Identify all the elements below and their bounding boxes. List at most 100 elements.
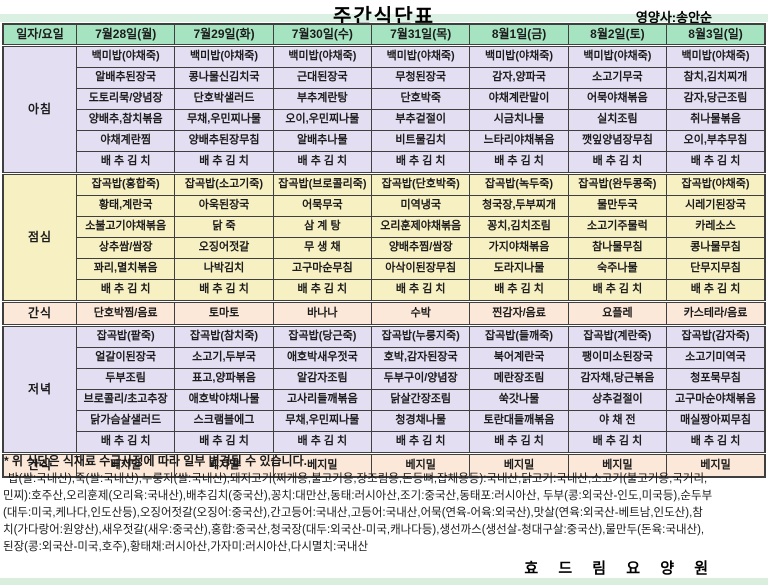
menu-cell: 잡곡밥(당근죽)	[272, 324, 373, 348]
menu-cell: 단호박죽	[371, 88, 471, 110]
menu-cell: 나박김치	[174, 258, 274, 280]
menu-cell: 잡곡밥(홍합죽)	[75, 172, 176, 196]
menu-cell: 잡곡밥(소고기죽)	[174, 172, 274, 196]
menu-cell: 양배추된장무침	[174, 130, 274, 152]
menu-cell: 어묵무국	[272, 195, 373, 217]
menu-cell: 배 추 김 치	[272, 431, 373, 454]
menu-cell: 카레소스	[666, 216, 766, 238]
menu-cell: 베지밀	[666, 452, 766, 478]
menu-cell: 감자,당근조림	[666, 88, 766, 110]
menu-cell: 표고,양파볶음	[174, 368, 274, 390]
menu-cell: 물만두국	[567, 195, 668, 217]
menu-cell: 배 추 김 치	[469, 279, 569, 302]
menu-cell: 토마토	[174, 300, 274, 326]
origin-line: 된장(콩:외국산-미국,호주),황태채:러시아산,가자미:러시아산,다시멸치:국…	[3, 541, 369, 553]
day-header-cell-3: 7월31일(목)	[371, 23, 471, 46]
menu-cell: 양배추,참치볶음	[75, 109, 176, 131]
menu-cell: 베지밀	[371, 452, 471, 478]
menu-cell: 콩나물신김치국	[174, 67, 274, 89]
menu-cell: 배 추 김 치	[469, 151, 569, 174]
menu-cell: 청포묵무침	[666, 368, 766, 390]
menu-cell: 잡곡밥(단호박죽)	[371, 172, 471, 196]
menu-cell: 바나나	[272, 300, 373, 326]
menu-cell: 배 추 김 치	[567, 279, 668, 302]
menu-cell: 배 추 김 치	[174, 279, 274, 302]
menu-cell: 아삭이된장무침	[371, 258, 471, 280]
menu-cell: 잡곡밥(브로콜리죽)	[272, 172, 373, 196]
menu-cell: 부추겉절이	[371, 109, 471, 131]
menu-cell: 배 추 김 치	[75, 431, 176, 454]
menu-cell: 느타리야채볶음	[469, 130, 569, 152]
menu-cell: 백미밥(야채죽)	[75, 44, 176, 68]
menu-cell: 메란장조림	[469, 368, 569, 390]
top-green-band	[0, 14, 768, 22]
menu-cell: 배 추 김 치	[567, 151, 668, 174]
menu-cell: 알감자조림	[272, 368, 373, 390]
menu-cell: 도라지나물	[469, 258, 569, 280]
menu-cell: 배 추 김 치	[75, 151, 176, 174]
menu-cell: 고구마순야채볶음	[666, 389, 766, 411]
menu-cell: 비트물김치	[371, 130, 471, 152]
menu-cell: 백미밥(야채죽)	[666, 44, 766, 68]
menu-cell: 백미밥(야채죽)	[272, 44, 373, 68]
menu-cell: 베지밀	[174, 452, 274, 478]
menu-cell: 어묵야채볶음	[567, 88, 668, 110]
menu-cell: 근대된장국	[272, 67, 373, 89]
menu-cell: 야 채 전	[567, 410, 668, 432]
menu-cell: 무 생 채	[272, 237, 373, 259]
menu-cell: 두부조림	[75, 368, 176, 390]
section-label-snack-evening: 간식	[2, 452, 77, 478]
menu-cell: 애호박새우젓국	[272, 347, 373, 369]
menu-cell: 시레기된장국	[666, 195, 766, 217]
section-label-breakfast: 아침	[2, 44, 77, 174]
menu-cell: 단무지무침	[666, 258, 766, 280]
menu-cell: 오이,우민찌나물	[272, 109, 373, 131]
menu-cell: 단호박샐러드	[174, 88, 274, 110]
menu-change-note: * 위 식단은 식재료 수급사정에 따라 일부 변경될 수 있습니다.	[4, 454, 307, 468]
menu-cell: 애호박야채나물	[174, 389, 274, 411]
menu-cell: 배 추 김 치	[272, 151, 373, 174]
menu-cell: 잡곡밥(들깨죽)	[469, 324, 569, 348]
menu-cell: 취나물볶음	[666, 109, 766, 131]
menu-cell: 북어계란국	[469, 347, 569, 369]
ingredient-origin-info: 밥(쌀:국내산),죽(쌀:국내산),누룽지(쌀:국내산),돼지고기(찌개용,불고…	[3, 471, 766, 556]
facility-name: 효 드 림 요 양 원	[524, 560, 716, 577]
menu-cell: 야채계란말이	[469, 88, 569, 110]
menu-cell: 양배추찜/쌈장	[371, 237, 471, 259]
menu-cell: 깻잎양념장무침	[567, 130, 668, 152]
menu-cell: 요플레	[567, 300, 668, 326]
menu-cell: 소고기,두부국	[174, 347, 274, 369]
menu-cell: 소고기무국	[567, 67, 668, 89]
menu-cell: 배 추 김 치	[666, 151, 766, 174]
menu-cell: 배 추 김 치	[371, 279, 471, 302]
menu-cell: 상추겉절이	[567, 389, 668, 411]
menu-cell: 참치,김치찌개	[666, 67, 766, 89]
origin-line: (대두:미국,케나다,인도산등),오징어젓갈(오징어:중국산),간고등어:국내산…	[3, 507, 703, 519]
menu-cell: 백미밥(야채죽)	[371, 44, 471, 68]
menu-cell: 오리훈제야채볶음	[371, 216, 471, 238]
menu-cell: 청국장,두부찌개	[469, 195, 569, 217]
menu-cell: 삼 계 탕	[272, 216, 373, 238]
day-header-cell-6: 8월3일(일)	[666, 23, 766, 46]
menu-cell: 브로콜리/초고추장	[75, 389, 176, 411]
origin-line: 치(가다랑어:원양산),새우젓갈(새우:중국산),홍합:중국산,청국장(대두:외…	[3, 524, 705, 536]
menu-cell: 참나물무침	[567, 237, 668, 259]
menu-cell: 배 추 김 치	[567, 431, 668, 454]
meal-plan-table: 일자/요일 7월28일(월) 7월29일(화) 7월30일(수) 7월31일(목) 8월1…	[2, 23, 766, 478]
menu-cell: 미역냉국	[371, 195, 471, 217]
menu-cell: 잡곡밥(야채죽)	[666, 172, 766, 196]
section-label-snack-afternoon: 간식	[2, 300, 77, 326]
menu-cell: 소고기미역국	[666, 347, 766, 369]
menu-cell: 백미밥(야채죽)	[567, 44, 668, 68]
menu-cell: 상추쌈/쌈장	[75, 237, 176, 259]
menu-cell: 가지야채볶음	[469, 237, 569, 259]
menu-cell: 잡곡밥(팥죽)	[75, 324, 176, 348]
menu-cell: 꽁치,김치조림	[469, 216, 569, 238]
menu-cell: 알배추나물	[272, 130, 373, 152]
menu-cell: 닭살간장조림	[371, 389, 471, 411]
nutritionist-label: 영양사:송안순	[635, 10, 712, 25]
menu-cell: 부추계란탕	[272, 88, 373, 110]
menu-cell: 청경채나물	[371, 410, 471, 432]
corner-header-cell: 일자/요일	[2, 23, 77, 46]
